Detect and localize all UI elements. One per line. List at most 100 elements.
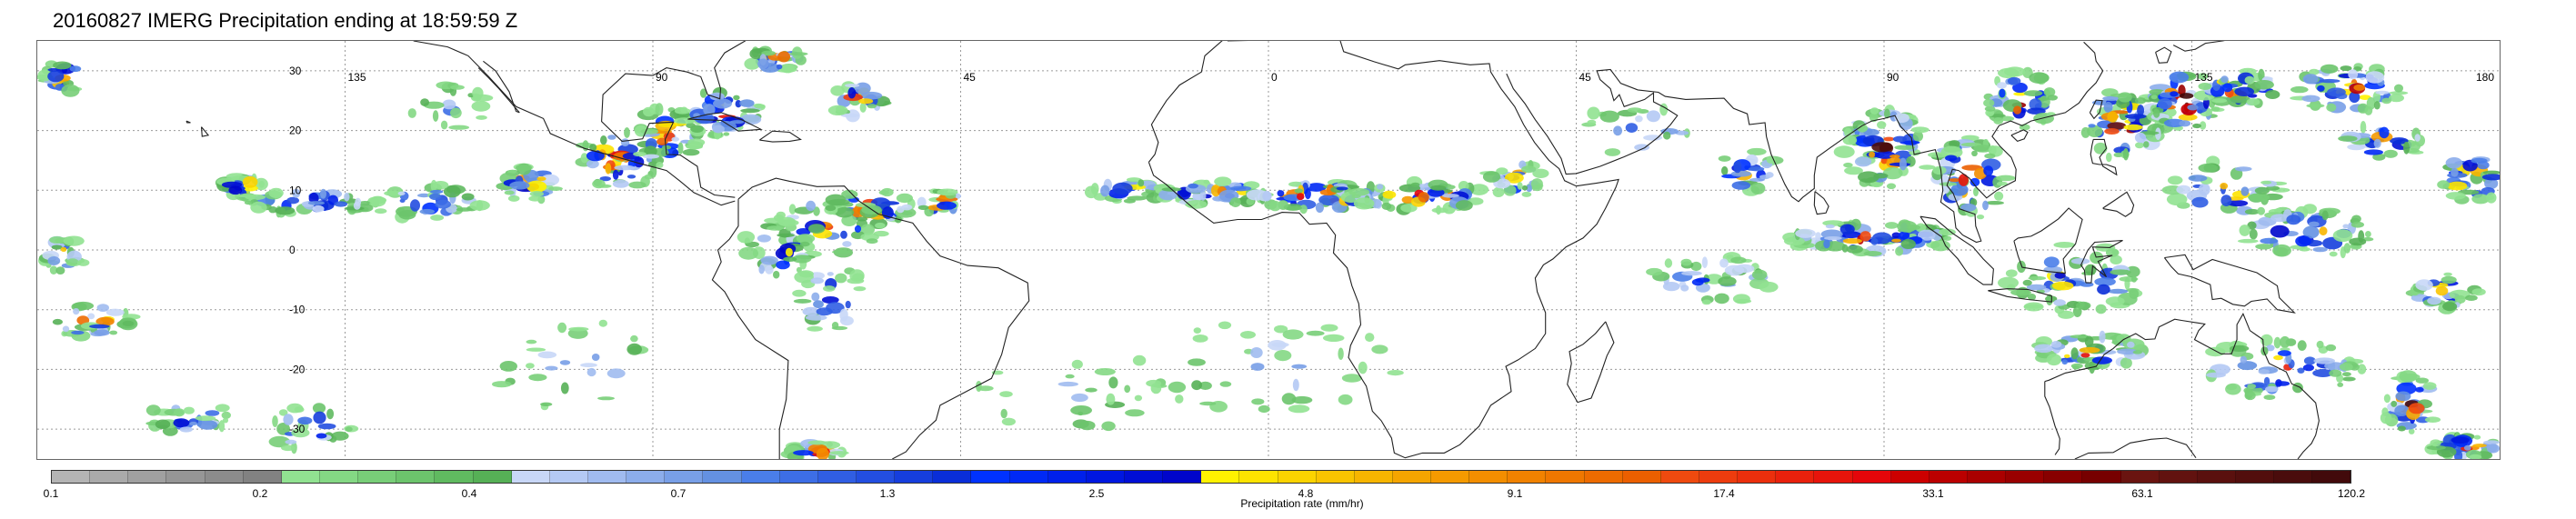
precip-cell [1281, 393, 1297, 405]
precip-cell [1983, 99, 1995, 107]
precip-cell [2080, 353, 2090, 358]
precip-cell [2306, 104, 2325, 108]
precip-cell [1000, 408, 1007, 419]
precip-cell [242, 175, 258, 188]
precip-cell [2391, 400, 2398, 407]
precip-cell [825, 194, 847, 206]
precip-cell [2117, 348, 2138, 355]
precip-cell [1997, 82, 2007, 89]
colorbar-segment [1968, 471, 2007, 483]
precip-cell [1315, 202, 1324, 213]
precip-cell [739, 99, 755, 107]
precip-cell [2351, 215, 2361, 224]
colorbar-segment [1660, 471, 1700, 483]
precip-cell [529, 191, 544, 197]
precip-cell [2107, 111, 2118, 123]
precip-cell [2364, 105, 2373, 115]
precip-cell [2442, 302, 2458, 312]
precip-cell [2235, 166, 2252, 172]
precip-cell [221, 411, 231, 419]
precip-cell [2332, 229, 2353, 243]
precip-cell [515, 164, 533, 171]
coastline [2044, 381, 2060, 455]
lon-label: 180 [2476, 71, 2494, 84]
colorbar-segment [1699, 471, 1739, 483]
precip-cell [657, 137, 668, 145]
precip-cell [509, 181, 530, 190]
precip-cell [2244, 208, 2260, 215]
precip-cell [283, 414, 294, 425]
precip-cell [62, 325, 70, 333]
precip-cell [250, 201, 267, 214]
precip-cell [2373, 101, 2381, 110]
precip-cell [2129, 288, 2140, 299]
colorbar-segment [52, 471, 91, 483]
precip-cell [1057, 381, 1079, 387]
precip-cell [1940, 145, 1963, 159]
precip-cell [2254, 80, 2274, 90]
colorbar-segment [1738, 471, 1777, 483]
precip-cell [1134, 394, 1143, 402]
colorbar-segment [1239, 471, 1278, 483]
precip-cell [1950, 141, 1957, 146]
precip-cell [1895, 246, 1904, 256]
colorbar-segment [1852, 471, 1891, 483]
coastline [2080, 239, 2123, 284]
precipitation-map[interactable]: 135 90 45 0 45 90 135 180 30 20 10 0 -10 -20 -30 [36, 40, 2501, 460]
precip-cell [353, 201, 361, 210]
precip-cell [1795, 228, 1816, 238]
precip-cell [1126, 177, 1142, 183]
precip-cell [1262, 191, 1272, 202]
precip-cell [2176, 185, 2191, 195]
precip-cell [2265, 385, 2279, 393]
precip-cell [1532, 168, 1549, 178]
precip-cell [1842, 238, 1862, 245]
precip-cell [476, 115, 487, 120]
precip-cell [2054, 272, 2066, 279]
precip-cell [754, 104, 766, 109]
precip-cell [2263, 376, 2270, 386]
colorbar-segment [1354, 471, 1393, 483]
colorbar-segment [1890, 471, 1929, 483]
precip-cell [1353, 197, 1375, 210]
colorbar-segment [549, 471, 588, 483]
precip-cell [2277, 350, 2291, 356]
precip-cell [776, 260, 790, 270]
precip-cell [1526, 184, 1533, 193]
precip-cell [53, 61, 72, 70]
precip-cell [1945, 155, 1958, 162]
precip-cell [827, 105, 848, 115]
precip-cell [1271, 342, 1289, 347]
precip-cell [2026, 284, 2047, 291]
precip-cell [2220, 183, 2229, 190]
precip-cell [2349, 237, 2367, 246]
precip-cell [703, 104, 716, 116]
precip-cell [739, 114, 762, 125]
precip-cell [2373, 138, 2381, 148]
precip-cell [528, 374, 547, 382]
precip-cell [671, 136, 679, 142]
precip-cell [1530, 178, 1543, 190]
coastline [1988, 288, 2052, 303]
precip-cell [1701, 299, 1711, 305]
precip-cell [1894, 113, 1909, 124]
precip-cell [2449, 289, 2471, 300]
precip-cell [1430, 185, 1447, 191]
precip-cell [1982, 200, 1989, 211]
colorbar-tick-label: 0.1 [43, 487, 59, 500]
precip-cell [2094, 277, 2116, 286]
precip-cell [1718, 155, 1731, 162]
precip-cell [737, 231, 756, 244]
graticule-labels: 135 90 45 0 45 90 135 180 30 20 10 0 -10 -20 -30 [289, 65, 2494, 435]
precip-cell [222, 417, 229, 424]
precip-cell [2422, 382, 2437, 390]
colorbar-segment [779, 471, 818, 483]
precip-cell [1336, 186, 1348, 191]
precip-cell [2135, 97, 2147, 105]
precip-cell [2463, 444, 2471, 451]
precip-cell [109, 330, 118, 335]
precip-cell [917, 196, 927, 208]
precip-cell [937, 201, 957, 210]
precip-cell [2070, 347, 2079, 360]
precip-cell [2319, 78, 2340, 84]
